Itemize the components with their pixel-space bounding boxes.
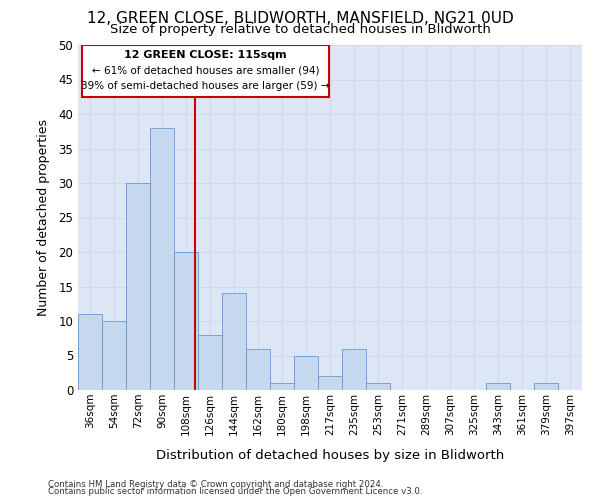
Bar (318, 376, 342, 390)
Text: Contains public sector information licensed under the Open Government Licence v3: Contains public sector information licen… (48, 488, 422, 496)
Bar (174, 252, 198, 390)
Text: ← 61% of detached houses are smaller (94): ← 61% of detached houses are smaller (94… (92, 66, 319, 76)
Bar (486, 383, 510, 390)
Text: 12, GREEN CLOSE, BLIDWORTH, MANSFIELD, NG21 0UD: 12, GREEN CLOSE, BLIDWORTH, MANSFIELD, N… (86, 11, 514, 26)
Text: Contains HM Land Registry data © Crown copyright and database right 2024.: Contains HM Land Registry data © Crown c… (48, 480, 383, 489)
Bar (78, 314, 102, 390)
Y-axis label: Number of detached properties: Number of detached properties (37, 119, 50, 316)
Bar (102, 321, 126, 390)
X-axis label: Distribution of detached houses by size in Blidworth: Distribution of detached houses by size … (156, 449, 504, 462)
Bar (534, 383, 558, 390)
Text: 39% of semi-detached houses are larger (59) →: 39% of semi-detached houses are larger (… (81, 81, 329, 91)
Bar (366, 383, 390, 390)
Bar (342, 348, 366, 390)
Bar (126, 183, 150, 390)
Bar (198, 335, 222, 390)
Bar (270, 383, 294, 390)
Text: 12 GREEN CLOSE: 115sqm: 12 GREEN CLOSE: 115sqm (124, 50, 287, 60)
Text: Size of property relative to detached houses in Blidworth: Size of property relative to detached ho… (110, 22, 490, 36)
FancyBboxPatch shape (82, 45, 329, 97)
Bar (222, 294, 246, 390)
Bar (246, 348, 270, 390)
Bar (294, 356, 318, 390)
Bar (150, 128, 174, 390)
